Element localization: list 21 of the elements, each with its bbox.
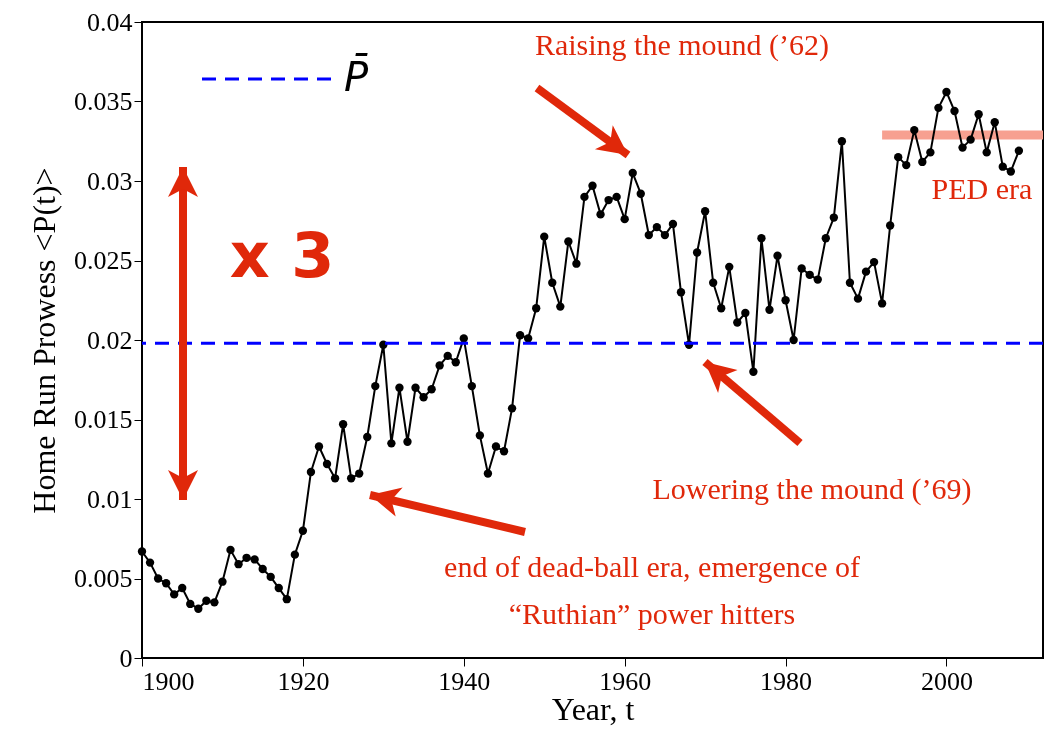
x-tick-label: 1900 [142,666,195,696]
annotation: end of dead-ball era, emergence of “Ruthian” power hitters [444,550,860,630]
x-tick-label: 1980 [760,666,813,696]
y-tick-label: 0.02 [87,325,133,355]
x-tick-label: 2000 [920,666,973,696]
x-tick-label: 1940 [438,666,491,696]
annotation: PED era [931,172,1033,205]
y-tick-label: 0.035 [74,87,133,116]
y-tick-label: 0.03 [87,166,133,196]
y-tick-label: 0.01 [87,484,133,514]
annotation: Lowering the mound (’69) [652,472,972,506]
legend-label: P̄ [344,52,369,100]
y-axis-title: Home Run Prowess <P(t)> [26,167,62,514]
x-tick-label: 1920 [277,666,330,696]
annotation: Raising the mound (’62) [534,28,830,62]
y-tick-label: 0.025 [74,246,133,275]
y-tick-label: 0.005 [74,564,133,593]
y-tick-label: 0.015 [74,405,133,434]
y-tick-label: 0.04 [87,7,133,37]
y-tick-label: 0 [119,643,133,673]
annotation: x 3 [229,219,335,292]
